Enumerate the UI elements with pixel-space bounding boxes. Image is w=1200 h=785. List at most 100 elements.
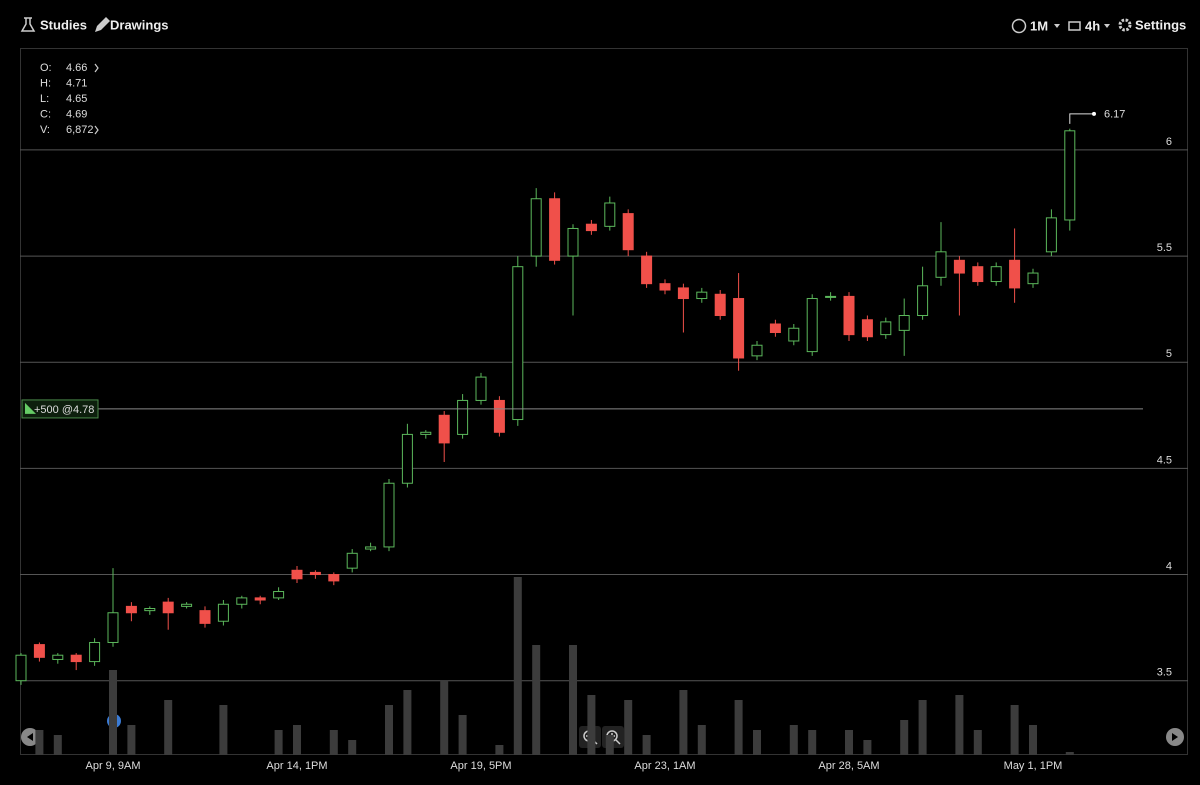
chart-frame <box>20 48 1188 755</box>
candle-body <box>125 605 137 614</box>
volume-bar <box>274 730 283 755</box>
scroll-right[interactable] <box>1166 728 1184 746</box>
candle-body <box>291 569 303 580</box>
x-tick-label: May 1, 1PM <box>1004 760 1063 772</box>
legend-expand <box>94 63 99 73</box>
volume-bar <box>403 690 412 755</box>
volume-bar <box>734 700 743 755</box>
candle-body <box>585 223 597 232</box>
candle-body <box>1064 130 1076 221</box>
volume-bar <box>1065 752 1074 755</box>
nav-arrow <box>27 733 33 741</box>
interval-label: 4h <box>1085 18 1100 33</box>
candle-body <box>383 482 395 548</box>
candle-body <box>677 287 689 300</box>
candle-body <box>33 644 45 658</box>
volume-bar <box>753 730 761 755</box>
legend-expand <box>94 125 99 135</box>
candle-body <box>659 283 671 291</box>
legend-value: 4.69 <box>66 108 87 120</box>
candle-body <box>162 601 174 614</box>
volume-bar <box>385 705 393 755</box>
candle-body <box>254 597 266 601</box>
candle-body <box>365 546 377 550</box>
x-tick-label: Apr 23, 1AM <box>634 760 695 772</box>
y-tick-label: 5.5 <box>1157 242 1172 254</box>
candle-body <box>751 344 763 357</box>
volume-bar <box>348 740 357 755</box>
candle-body <box>493 399 505 433</box>
volume-bar <box>845 730 853 755</box>
y-tick-label: 5 <box>1166 348 1172 360</box>
range-button[interactable]: 1M <box>1011 18 1061 33</box>
legend-value: 4.65 <box>66 93 87 105</box>
volume-bar <box>973 730 982 755</box>
candle-body <box>1045 217 1057 253</box>
x-tick-label: Apr 14, 1PM <box>266 760 327 772</box>
candle-body <box>420 431 432 435</box>
candle-body <box>825 295 837 298</box>
candle-body <box>641 255 653 285</box>
volume-bar <box>605 735 614 755</box>
volume-bar <box>1029 725 1037 755</box>
candle-body <box>806 298 818 353</box>
candle-body <box>788 327 800 342</box>
candle-body <box>475 376 487 401</box>
legend-value: 4.66 <box>66 62 87 74</box>
dropdown-arrow <box>1054 24 1060 28</box>
y-tick-label: 3.5 <box>1157 667 1172 679</box>
candle-body <box>236 597 248 605</box>
settings-button[interactable]: Settings <box>1118 17 1186 32</box>
scroll-left[interactable] <box>21 728 39 746</box>
candle-body <box>696 291 708 300</box>
range-label: 1M <box>1030 18 1048 33</box>
candle-body <box>346 552 358 569</box>
candle-body <box>199 610 211 624</box>
candle-body <box>328 574 340 582</box>
candle-body <box>273 591 285 599</box>
volume-bar <box>35 730 44 755</box>
y-tick-label: 6 <box>1166 136 1172 148</box>
candle-body <box>181 603 193 607</box>
volume-bar <box>164 700 173 755</box>
studies-button[interactable]: Studies <box>20 17 87 32</box>
candle-body <box>70 654 82 663</box>
candle-body <box>438 414 450 444</box>
gear-icon <box>1118 18 1132 32</box>
x-tick-label: Apr 19, 5PM <box>450 760 511 772</box>
drawings-button[interactable]: Drawings <box>95 17 169 32</box>
position-label: +500 @4.78 <box>34 404 94 416</box>
candle-body <box>622 213 634 251</box>
volume-bar <box>513 577 522 755</box>
candle-body <box>935 251 947 278</box>
candle-body <box>917 285 929 317</box>
candle-body <box>604 202 616 227</box>
candle-body <box>309 571 321 576</box>
dropdown-arrow <box>1104 24 1110 28</box>
candle-body <box>714 293 726 317</box>
settings-label: Settings <box>1135 17 1186 32</box>
y-tick-label: 4 <box>1166 560 1172 572</box>
volume-bar <box>440 680 449 755</box>
volume-bar <box>532 645 541 755</box>
volume-bar <box>127 725 136 755</box>
candle-body <box>217 603 229 622</box>
interval-button[interactable]: 4h <box>1068 18 1110 33</box>
candle-body <box>843 295 855 336</box>
candle-icon <box>1068 21 1081 31</box>
last-price-label: 6.17 <box>1104 109 1125 121</box>
candle-body <box>512 266 524 421</box>
legend-key: O: <box>40 62 52 74</box>
candle-body <box>1027 272 1039 285</box>
x-tick-label: Apr 28, 5AM <box>818 760 879 772</box>
volume-bar <box>293 725 301 755</box>
candle-body <box>733 298 745 359</box>
candle-body <box>89 641 101 663</box>
volume-bar <box>1010 705 1019 755</box>
volume-bar <box>219 705 228 755</box>
candle-body <box>972 266 984 283</box>
candle-body <box>769 323 781 333</box>
candle-body <box>861 319 873 338</box>
